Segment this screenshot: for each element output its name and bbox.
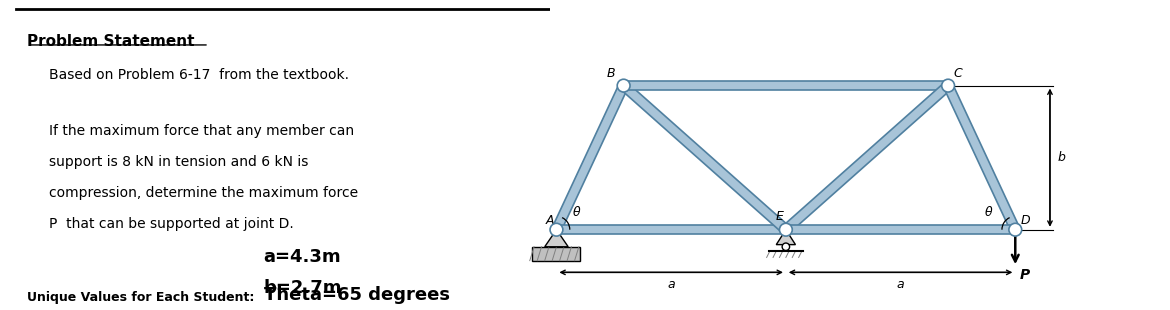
Text: D: D — [1020, 214, 1031, 227]
Text: P  that can be supported at joint D.: P that can be supported at joint D. — [49, 217, 294, 231]
Text: b: b — [1058, 151, 1066, 164]
Polygon shape — [944, 84, 1019, 232]
Text: a: a — [896, 278, 904, 291]
Text: $\theta$: $\theta$ — [572, 205, 581, 219]
Text: Unique Values for Each Student:: Unique Values for Each Student: — [28, 291, 255, 304]
Polygon shape — [776, 230, 796, 245]
Text: a=4.3m: a=4.3m — [263, 248, 342, 266]
Bar — [532, 247, 580, 261]
Circle shape — [942, 79, 955, 92]
Polygon shape — [783, 82, 951, 233]
Circle shape — [779, 223, 792, 236]
Polygon shape — [786, 225, 1016, 234]
Circle shape — [1009, 223, 1021, 236]
Text: B: B — [607, 67, 615, 80]
Text: support is 8 kN in tension and 6 kN is: support is 8 kN in tension and 6 kN is — [49, 155, 309, 169]
Text: Problem Statement: Problem Statement — [28, 34, 195, 49]
Text: A: A — [545, 214, 553, 227]
Polygon shape — [552, 84, 628, 232]
Circle shape — [618, 79, 629, 92]
Text: E: E — [776, 210, 783, 223]
Polygon shape — [557, 225, 786, 234]
Text: Theta=65 degrees: Theta=65 degrees — [264, 286, 450, 304]
Polygon shape — [620, 82, 789, 233]
Polygon shape — [624, 81, 948, 91]
Text: If the maximum force that any member can: If the maximum force that any member can — [49, 124, 355, 138]
Text: b=2.7m: b=2.7m — [263, 279, 342, 297]
Text: P: P — [1019, 268, 1030, 282]
Text: a: a — [667, 278, 675, 291]
Circle shape — [782, 243, 790, 250]
Text: compression, determine the maximum force: compression, determine the maximum force — [49, 186, 359, 200]
Text: Based on Problem 6-17  from the textbook.: Based on Problem 6-17 from the textbook. — [49, 68, 350, 82]
Polygon shape — [545, 230, 569, 247]
Text: $\theta$: $\theta$ — [984, 205, 993, 219]
Circle shape — [550, 223, 563, 236]
Text: C: C — [954, 67, 962, 80]
